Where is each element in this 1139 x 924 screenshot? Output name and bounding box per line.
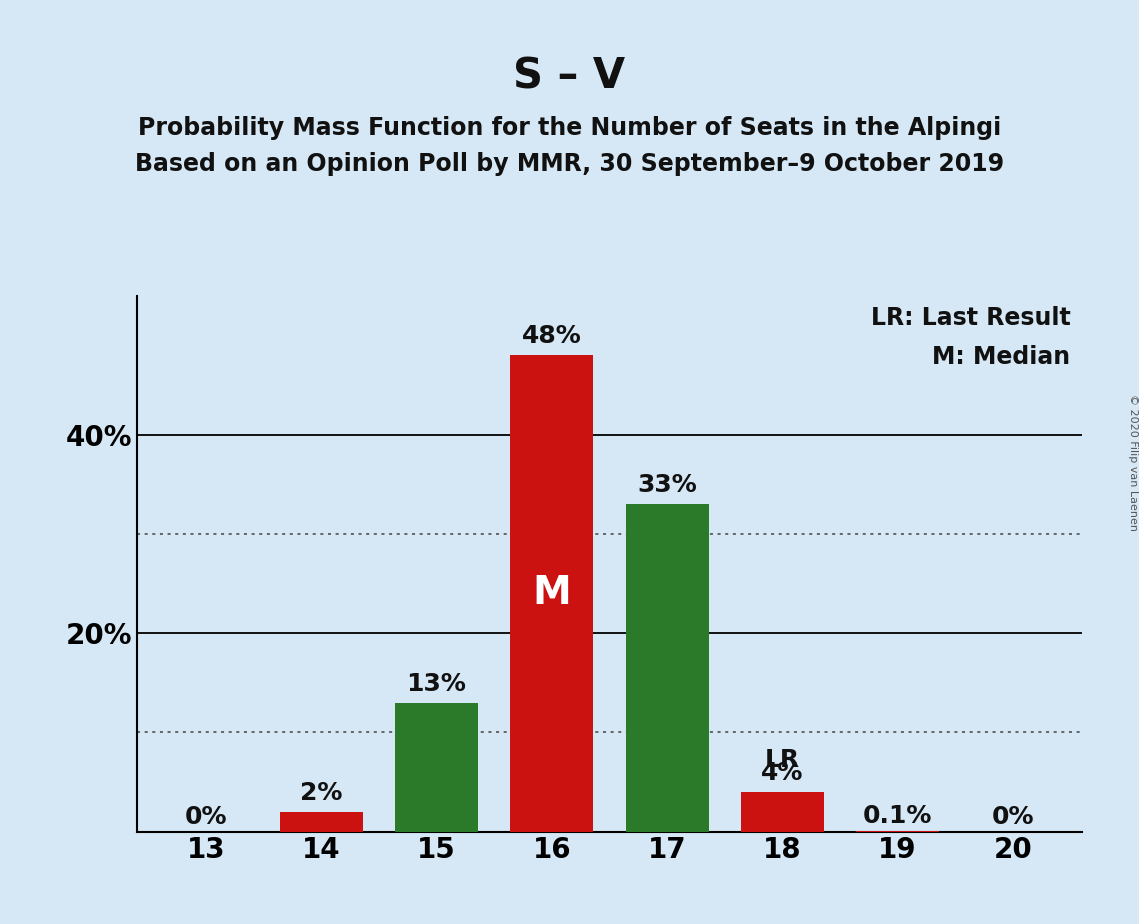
Text: 48%: 48% <box>522 324 582 348</box>
Text: Based on an Opinion Poll by MMR, 30 September–9 October 2019: Based on an Opinion Poll by MMR, 30 Sept… <box>134 152 1005 176</box>
Text: 4%: 4% <box>761 761 803 785</box>
Bar <box>740 792 823 832</box>
Text: 2%: 2% <box>300 781 343 805</box>
Text: S – V: S – V <box>514 55 625 97</box>
Text: Probability Mass Function for the Number of Seats in the Alpingi: Probability Mass Function for the Number… <box>138 116 1001 140</box>
Text: 0.1%: 0.1% <box>863 804 933 828</box>
Bar <box>625 505 708 832</box>
Text: 0%: 0% <box>185 805 227 829</box>
Bar <box>510 355 593 832</box>
Bar <box>280 812 362 832</box>
Bar <box>857 831 939 832</box>
Text: M: M <box>532 575 571 613</box>
Text: M: Median: M: Median <box>933 346 1071 370</box>
Text: 13%: 13% <box>407 672 466 696</box>
Text: 33%: 33% <box>637 473 697 497</box>
Text: 0%: 0% <box>992 805 1034 829</box>
Text: LR: LR <box>764 748 800 772</box>
Bar <box>395 702 478 832</box>
Text: © 2020 Filip van Laenen: © 2020 Filip van Laenen <box>1129 394 1138 530</box>
Text: LR: Last Result: LR: Last Result <box>871 306 1071 330</box>
